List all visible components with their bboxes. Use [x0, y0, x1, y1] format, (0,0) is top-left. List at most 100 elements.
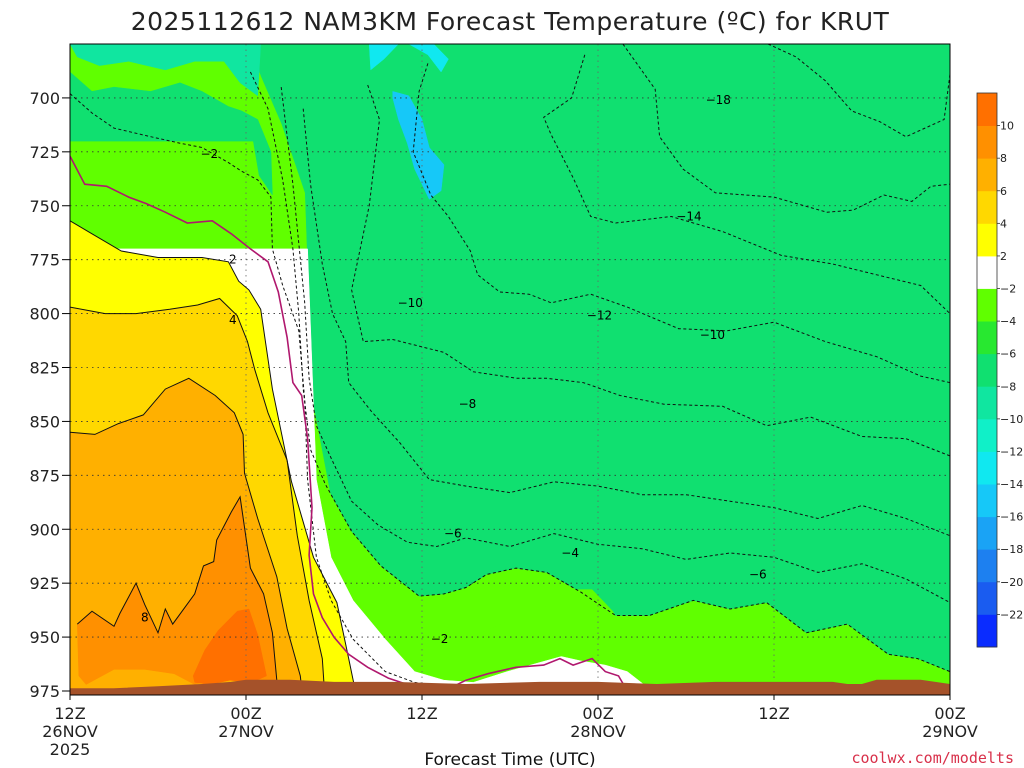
contour-label-12: −6: [749, 568, 767, 582]
y-tick-label-975: 975: [29, 682, 60, 701]
colorbar-swatch-8: [977, 353, 997, 387]
freezing-line-1: [443, 657, 628, 692]
contour-line-2: [70, 220, 356, 695]
colorbar-swatch-14: [977, 158, 997, 192]
fill-band-m8: [70, 44, 261, 97]
contour-line-m8: [280, 87, 950, 604]
plot-frame: [69, 43, 951, 696]
colorbar-label-m14: −14: [1000, 478, 1023, 491]
x-tick-label-0-line3: 2025: [50, 740, 91, 759]
x-tick-label-12-line1: 00Z: [230, 704, 261, 723]
x-tick-label-48-line1: 12Z: [758, 704, 789, 723]
freezing-lines: [70, 155, 628, 692]
y-axis: 700 725 750 775 800 825 850 875 900 925 950 975: [29, 89, 70, 701]
colorbar-label-2: 2: [1000, 250, 1007, 263]
colorbar-label-10: 10: [1000, 120, 1014, 133]
colorbar-label-6: 6: [1000, 185, 1007, 198]
plot-area: −2 2 4 8 −10 −12 −14 −18 −10 −8 −6 −4 −6 −2: [70, 44, 950, 695]
contour-line-8: [76, 495, 278, 681]
colorbar-label-m18: −18: [1000, 543, 1023, 556]
terrain-ground: [70, 679, 950, 695]
contour-labels: −2 2 4 8 −10 −12 −14 −18 −10 −8 −6 −4 −6 −2: [141, 93, 767, 646]
contour-label-5: −12: [587, 309, 612, 323]
colorbar-label-m12: −12: [1000, 445, 1023, 458]
contour-label-7: −18: [706, 93, 731, 107]
freezing-line-0: [70, 155, 408, 686]
x-axis-label: Forecast Time (UTC): [424, 750, 595, 768]
colorbar-label-m2: −2: [1000, 283, 1016, 296]
colorbar-label-m4: −4: [1000, 315, 1016, 328]
x-tick-label-60-line1: 00Z: [934, 704, 965, 723]
x-tick-label-36-line2: 28NOV: [570, 722, 626, 741]
x-tick-label-0-line1: 12Z: [54, 704, 85, 723]
contour-line-m20: [767, 44, 950, 138]
colorbar-swatch-16: [977, 93, 997, 126]
y-tick-label-950: 950: [29, 628, 60, 647]
colorbar-swatch-4: [977, 484, 997, 518]
colorbar-swatch-7: [977, 386, 997, 420]
contour-line-m16: [543, 54, 950, 314]
colorbar-swatch-13: [977, 190, 997, 224]
y-tick-label-925: 925: [29, 574, 60, 593]
contour-label-11: −4: [561, 546, 579, 560]
colorbar-label-m8: −8: [1000, 380, 1016, 393]
x-tick-label-0-line2: 26NOV: [42, 722, 98, 741]
contour-lines: [70, 44, 950, 695]
contour-label-13: −2: [431, 632, 449, 646]
y-tick-label-750: 750: [29, 197, 60, 216]
contour-label-8: −10: [700, 328, 725, 342]
contour-line-m18: [622, 44, 950, 213]
colorbar-swatch-2: [977, 549, 997, 583]
colorbar-swatch-1: [977, 581, 997, 615]
filled-regions: [70, 44, 950, 695]
y-tick-label-825: 825: [29, 359, 60, 378]
y-tick-label-700: 700: [29, 89, 60, 108]
colorbar-swatch-6: [977, 418, 997, 452]
colorbar-label-m16: −16: [1000, 511, 1023, 524]
contour-label-2: 4: [229, 313, 237, 327]
y-tick-label-725: 725: [29, 143, 60, 162]
x-tick-label-12-line2: 27NOV: [218, 722, 274, 741]
x-tick-label-24-line1: 12Z: [406, 704, 437, 723]
colorbar-swatch-3: [977, 516, 997, 550]
colorbar-swatch-12: [977, 223, 997, 257]
contour-label-1: 2: [229, 253, 237, 267]
fill-band-m14: [392, 91, 445, 200]
y-tick-label-850: 850: [29, 412, 60, 431]
colorbar-swatch-15: [977, 125, 997, 159]
colorbar-label-4: 4: [1000, 217, 1007, 230]
contour-line-6: [70, 377, 303, 695]
x-tick-label-36-line1: 00Z: [582, 704, 613, 723]
x-tick-label-60-line2: 29NOV: [922, 722, 978, 741]
y-tick-label-900: 900: [29, 520, 60, 539]
fill-band-m6: [70, 71, 273, 196]
colorbar-frame: [976, 92, 998, 648]
contour-label-0: −2: [200, 147, 218, 161]
contour-label-9: −8: [459, 397, 477, 411]
colorbar-label-m6: −6: [1000, 348, 1016, 361]
colorbar-swatch-10: [977, 288, 997, 322]
terrain: [70, 679, 950, 695]
colorbar-swatch-11: [977, 255, 997, 289]
colorbar-label-m22: −22: [1000, 608, 1023, 621]
contour-line-m2: [70, 93, 445, 688]
colorbar-swatch-5: [977, 451, 997, 485]
colorbar-label-8: 8: [1000, 152, 1007, 165]
contour-label-3: 8: [141, 611, 149, 625]
contour-label-6: −14: [676, 210, 701, 224]
colorbar-swatch-9: [977, 321, 997, 355]
colorbar-label-m10: −10: [1000, 413, 1023, 426]
y-tick-label-875: 875: [29, 466, 60, 485]
y-tick-label-800: 800: [29, 305, 60, 324]
contour-label-4: −10: [398, 296, 423, 310]
contour-line-4: [70, 297, 326, 695]
credit-text: coolwx.com/modelts: [851, 749, 1014, 767]
contour-line-m10: [302, 108, 950, 537]
colorbar-swatch-0: [977, 614, 997, 648]
fill-band-m12: [368, 44, 449, 73]
contour-line-m12: [351, 84, 950, 457]
colorbar-label-m20: −20: [1000, 576, 1023, 589]
